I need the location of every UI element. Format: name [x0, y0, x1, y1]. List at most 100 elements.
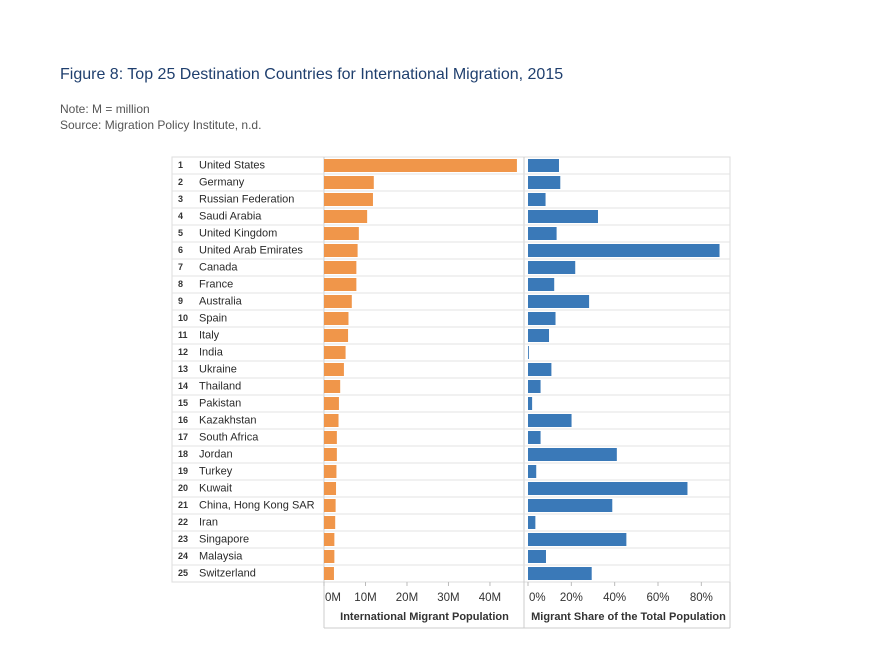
category-label: Ukraine — [199, 363, 237, 375]
bar — [324, 312, 349, 325]
bar — [528, 414, 572, 427]
rank-label: 8 — [178, 279, 183, 289]
rank-label: 10 — [178, 313, 188, 323]
x-tick-label: 0M — [325, 592, 341, 604]
category-label: Jordan — [199, 448, 233, 460]
category-label: Spain — [199, 312, 227, 324]
category-label: United Arab Emirates — [199, 244, 303, 256]
source: Source: Migration Policy Institute, n.d. — [60, 118, 261, 132]
bar — [528, 499, 613, 512]
category-label: Turkey — [199, 465, 233, 477]
rank-label: 23 — [178, 534, 188, 544]
bar — [324, 329, 349, 342]
bar — [324, 278, 357, 291]
rank-label: 22 — [178, 517, 188, 527]
rank-label: 21 — [178, 500, 188, 510]
bar — [324, 346, 346, 359]
bar — [324, 397, 339, 410]
rank-label: 15 — [178, 398, 188, 408]
rank-label: 12 — [178, 347, 188, 357]
bar — [528, 550, 546, 563]
bar — [324, 465, 337, 478]
bar — [324, 431, 337, 444]
x-tick-label: 60% — [646, 592, 669, 604]
axis-title: Migrant Share of the Total Population — [531, 611, 726, 623]
bar — [528, 363, 552, 376]
bar — [528, 516, 536, 529]
bar — [528, 448, 617, 461]
bar — [324, 499, 336, 512]
table-frame — [171, 156, 731, 583]
bar — [324, 159, 517, 172]
bar — [324, 482, 337, 495]
bar — [528, 312, 556, 325]
rank-label: 19 — [178, 466, 188, 476]
category-label: United States — [199, 159, 266, 171]
category-label: United Kingdom — [199, 227, 277, 239]
rank-label: 18 — [178, 449, 188, 459]
bar — [324, 363, 344, 376]
axis-title: International Migrant Population — [340, 611, 509, 623]
bar — [324, 261, 357, 274]
rank-label: 4 — [178, 211, 183, 221]
bar — [528, 380, 541, 393]
category-label: Canada — [199, 261, 238, 273]
bar — [528, 261, 576, 274]
category-label: Saudi Arabia — [199, 210, 262, 222]
category-label: Switzerland — [199, 567, 256, 579]
bar — [528, 482, 688, 495]
rank-label: 11 — [178, 330, 188, 340]
rank-label: 3 — [178, 194, 183, 204]
bar — [324, 244, 358, 257]
rank-label: 7 — [178, 262, 183, 272]
rank-label: 5 — [178, 228, 183, 238]
bar — [528, 176, 561, 189]
bar — [324, 448, 337, 461]
bar — [324, 295, 352, 308]
bar — [528, 346, 529, 359]
category-label: China, Hong Kong SAR — [199, 499, 315, 511]
x-tick-label: 20M — [396, 592, 418, 604]
bar — [528, 465, 537, 478]
bar — [324, 380, 341, 393]
rank-label: 24 — [178, 551, 188, 561]
x-tick-label: 20% — [560, 592, 583, 604]
category-label: Kuwait — [199, 482, 232, 494]
x-tick-label: 0% — [529, 592, 546, 604]
bar — [324, 567, 334, 580]
category-label: Russian Federation — [199, 193, 294, 205]
rank-label: 25 — [178, 568, 188, 578]
bar — [528, 329, 550, 342]
x-tick-label: 80% — [690, 592, 713, 604]
category-label: France — [199, 278, 233, 290]
category-label: Iran — [199, 516, 218, 528]
rank-label: 14 — [178, 381, 188, 391]
bar — [324, 516, 336, 529]
rank-label: 13 — [178, 364, 188, 374]
rank-label: 20 — [178, 483, 188, 493]
bar — [324, 210, 368, 223]
bar — [528, 295, 590, 308]
bar — [324, 227, 359, 240]
category-label: Malaysia — [199, 550, 243, 562]
bar — [528, 397, 533, 410]
bar — [528, 193, 546, 206]
bar — [324, 176, 374, 189]
bar — [528, 159, 559, 172]
bar — [528, 278, 555, 291]
rank-label: 1 — [178, 160, 183, 170]
bar — [324, 550, 335, 563]
bar — [528, 431, 541, 444]
rank-label: 9 — [178, 296, 183, 306]
rank-label: 16 — [178, 415, 188, 425]
bar — [324, 193, 373, 206]
x-tick-label: 10M — [354, 592, 376, 604]
category-label: Kazakhstan — [199, 414, 256, 426]
category-label: Pakistan — [199, 397, 241, 409]
bar — [324, 414, 339, 427]
x-tick-label: 40% — [603, 592, 626, 604]
category-label: Germany — [199, 176, 245, 188]
note: Note: M = million — [60, 102, 150, 116]
category-label: India — [199, 346, 224, 358]
